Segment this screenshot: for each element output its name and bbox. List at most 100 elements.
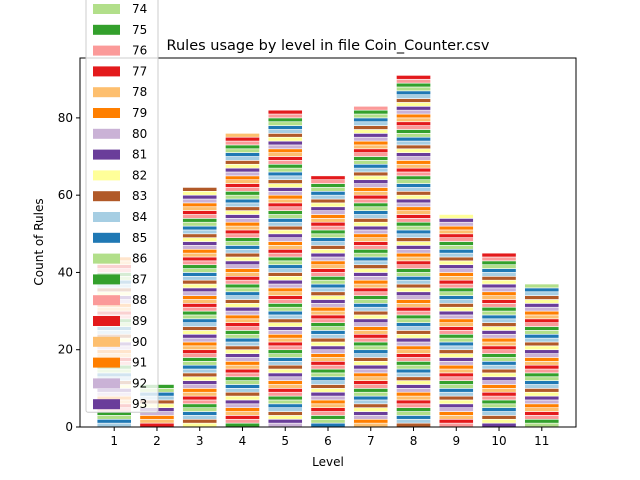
bar-segment bbox=[353, 163, 389, 169]
bar-segment bbox=[524, 318, 560, 323]
bar-segment bbox=[225, 380, 260, 385]
legend-label: 81 bbox=[132, 148, 147, 162]
bar-segment bbox=[524, 368, 560, 374]
x-tick-label: 4 bbox=[239, 434, 247, 448]
bar-segment bbox=[267, 260, 303, 266]
bar-segment bbox=[353, 202, 389, 208]
bar-segment bbox=[310, 252, 346, 258]
bar-segment bbox=[524, 291, 560, 296]
bar-segment bbox=[481, 411, 517, 416]
bar-segment bbox=[396, 399, 431, 405]
bar-segment bbox=[310, 202, 346, 208]
bar-segment bbox=[310, 337, 346, 343]
bar-segment bbox=[182, 272, 218, 277]
bar-segment bbox=[438, 372, 474, 378]
bar-segment bbox=[396, 156, 431, 161]
bar-segment bbox=[182, 210, 218, 215]
bar-segment bbox=[182, 330, 218, 335]
bar-segment bbox=[267, 380, 303, 385]
bar-segment bbox=[267, 125, 303, 130]
bar-segment bbox=[353, 407, 389, 412]
bar-segment bbox=[267, 399, 303, 405]
bar-segment bbox=[310, 283, 346, 289]
bar-segment bbox=[267, 299, 303, 304]
legend-swatch bbox=[93, 45, 120, 56]
bar-segment bbox=[396, 105, 431, 111]
bar-segment bbox=[182, 384, 218, 389]
bar-segment bbox=[353, 353, 389, 358]
x-tick-label: 11 bbox=[534, 434, 549, 448]
bar-segment bbox=[225, 310, 260, 316]
bar-segment bbox=[396, 272, 431, 277]
bar-segment bbox=[267, 121, 303, 126]
bar-segment bbox=[353, 241, 389, 246]
bar-segment bbox=[438, 272, 474, 277]
bar-segment bbox=[182, 372, 218, 378]
bar-segment bbox=[139, 415, 175, 420]
bar-segment bbox=[481, 368, 517, 374]
bar-segment bbox=[182, 353, 218, 358]
bar-segment bbox=[225, 349, 260, 354]
bar-segment bbox=[225, 372, 260, 378]
bar-segment bbox=[396, 78, 431, 84]
bar-segment bbox=[438, 353, 474, 358]
legend-label: 78 bbox=[132, 85, 147, 99]
bar-segment bbox=[524, 357, 560, 362]
bar-segment bbox=[353, 198, 389, 204]
bar-segment bbox=[481, 299, 517, 304]
bar-segment bbox=[438, 376, 474, 381]
bar-segment bbox=[225, 357, 260, 362]
bar-segment bbox=[481, 341, 517, 347]
bar-segment bbox=[438, 395, 474, 401]
bar-stack bbox=[396, 75, 431, 428]
bar-segment bbox=[396, 117, 431, 123]
legend-swatch bbox=[93, 232, 120, 243]
bar-segment bbox=[225, 376, 260, 381]
bar-segment bbox=[182, 395, 218, 401]
bar-segment bbox=[353, 245, 389, 250]
bar-segment bbox=[182, 202, 218, 208]
bar-segment bbox=[310, 411, 346, 416]
bar-segment bbox=[353, 384, 389, 389]
bar-segment bbox=[396, 376, 431, 381]
bar-segment bbox=[182, 256, 218, 262]
bar-segment bbox=[481, 287, 517, 293]
bar-segment bbox=[310, 210, 346, 215]
legend-label: 93 bbox=[132, 397, 147, 411]
bar-segment bbox=[396, 318, 431, 323]
bar-segment bbox=[481, 283, 517, 289]
bar-segment bbox=[481, 306, 517, 312]
bar-segment bbox=[396, 129, 431, 134]
bar-segment bbox=[353, 136, 389, 142]
bar-segment bbox=[524, 322, 560, 327]
legend-label: 75 bbox=[132, 23, 147, 37]
x-tick-label: 3 bbox=[196, 434, 204, 448]
bar-segment bbox=[267, 395, 303, 401]
bar-segment bbox=[353, 276, 389, 281]
bar-segment bbox=[438, 337, 474, 343]
legend-swatch bbox=[93, 336, 120, 347]
bar-segment bbox=[225, 303, 260, 308]
legend-swatch bbox=[93, 295, 120, 306]
bar-segment bbox=[353, 333, 389, 339]
bar-segment bbox=[524, 407, 560, 412]
x-ticks: 1 2 3 4 5 6 7 8 9 10 11 bbox=[110, 427, 549, 448]
bar-segment bbox=[267, 364, 303, 370]
bar-segment bbox=[225, 167, 260, 173]
bar-segment bbox=[267, 318, 303, 323]
bar-segment bbox=[310, 384, 346, 389]
bar-segment bbox=[225, 272, 260, 277]
bar-segment bbox=[353, 260, 389, 266]
bar-segment bbox=[396, 330, 431, 335]
bar-segment bbox=[353, 341, 389, 347]
bar-segment bbox=[438, 384, 474, 389]
bar-segment bbox=[225, 133, 260, 138]
bar-segment bbox=[225, 144, 260, 150]
bar-segment bbox=[267, 372, 303, 378]
bar-segment bbox=[396, 283, 431, 289]
bar-segment bbox=[182, 218, 218, 223]
bar-segment bbox=[267, 330, 303, 335]
bar-segment bbox=[182, 361, 218, 366]
bar-segment bbox=[396, 252, 431, 258]
